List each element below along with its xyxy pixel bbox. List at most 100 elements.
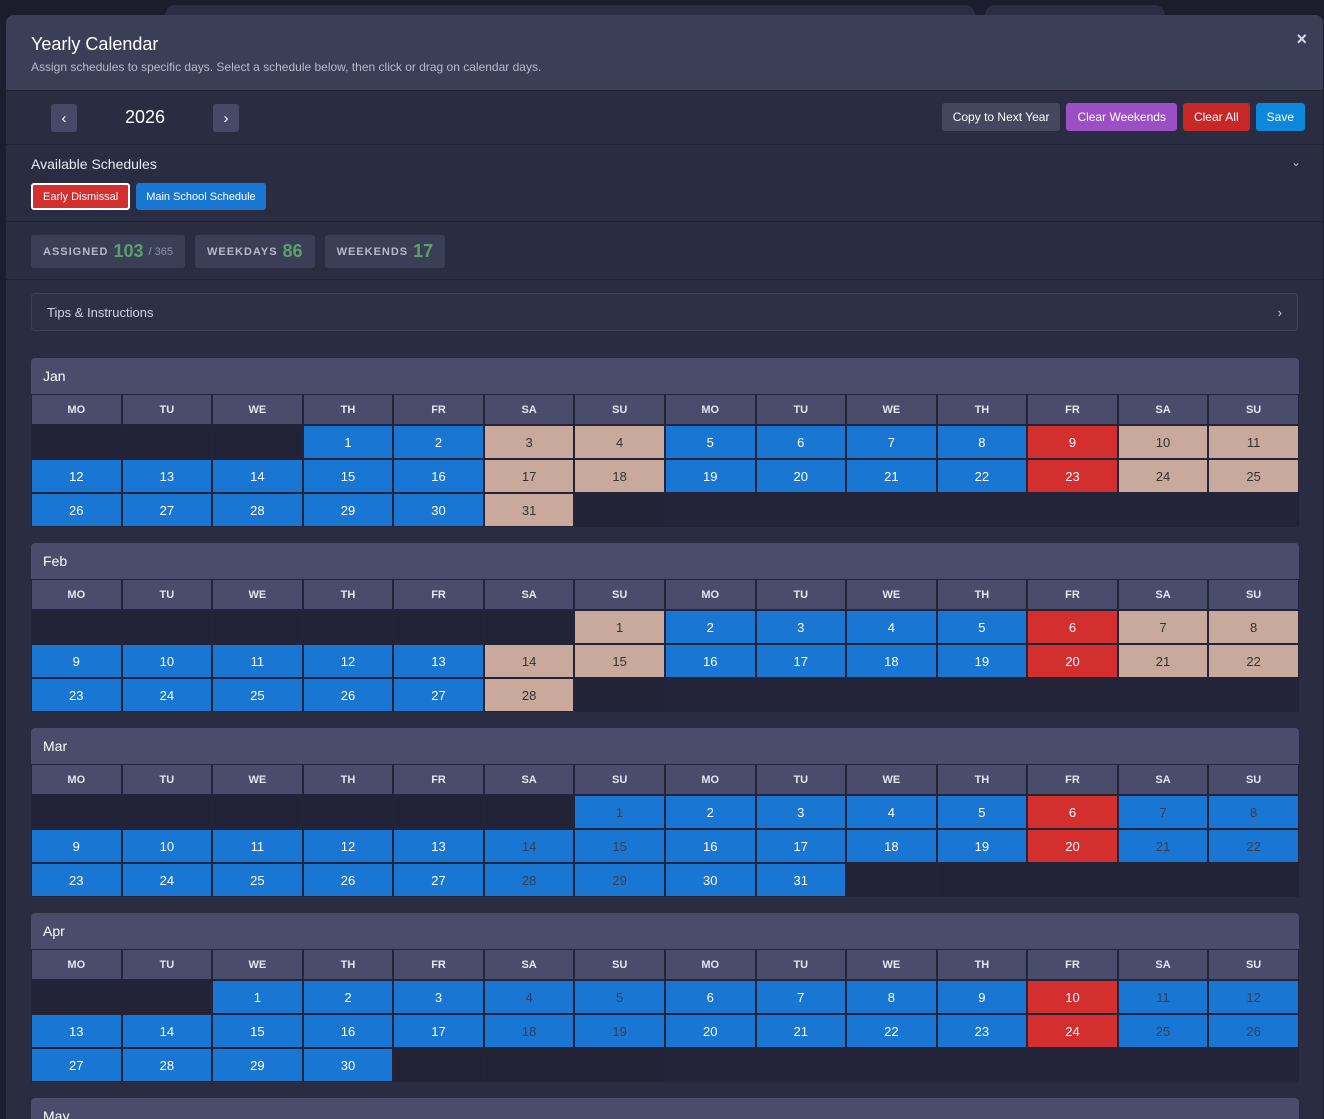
day-cell[interactable]: 18: [483, 1014, 575, 1048]
day-cell[interactable]: 29: [302, 493, 394, 527]
day-cell[interactable]: 11: [1117, 980, 1209, 1014]
day-cell[interactable]: 10: [1027, 980, 1118, 1014]
day-cell[interactable]: 3: [755, 795, 847, 829]
day-cell[interactable]: 31: [483, 493, 575, 527]
day-cell[interactable]: 27: [393, 863, 484, 897]
day-cell[interactable]: 1: [302, 425, 394, 459]
clear-weekends-button[interactable]: Clear Weekends: [1066, 103, 1177, 131]
day-cell[interactable]: 6: [664, 980, 756, 1014]
day-cell[interactable]: 17: [483, 459, 575, 493]
day-cell[interactable]: 24: [1117, 459, 1209, 493]
day-cell[interactable]: 16: [664, 829, 756, 863]
day-cell[interactable]: 12: [302, 829, 394, 863]
day-cell[interactable]: 19: [936, 644, 1028, 678]
day-cell[interactable]: 21: [1117, 829, 1209, 863]
day-cell[interactable]: 20: [664, 1014, 756, 1048]
day-cell[interactable]: 28: [212, 493, 303, 527]
day-cell[interactable]: 26: [1208, 1014, 1299, 1048]
day-cell[interactable]: 30: [664, 863, 756, 897]
day-cell[interactable]: 1: [574, 610, 665, 644]
day-cell[interactable]: 21: [1117, 644, 1209, 678]
day-cell[interactable]: 19: [936, 829, 1028, 863]
next-year-button[interactable]: ›: [213, 104, 239, 132]
day-cell[interactable]: 13: [393, 644, 484, 678]
day-cell[interactable]: 5: [936, 610, 1028, 644]
day-cell[interactable]: 14: [121, 1014, 213, 1048]
close-icon[interactable]: ×: [1296, 29, 1307, 49]
day-cell[interactable]: 6: [1027, 610, 1118, 644]
day-cell[interactable]: 22: [936, 459, 1028, 493]
day-cell[interactable]: 15: [574, 829, 665, 863]
day-cell[interactable]: 20: [1027, 829, 1118, 863]
day-cell[interactable]: 10: [1117, 425, 1209, 459]
day-cell[interactable]: 7: [1117, 610, 1209, 644]
day-cell[interactable]: 22: [1208, 644, 1299, 678]
day-cell[interactable]: 26: [302, 678, 394, 712]
day-cell[interactable]: 12: [1208, 980, 1299, 1014]
day-cell[interactable]: 12: [31, 459, 122, 493]
day-cell[interactable]: 25: [212, 863, 303, 897]
day-cell[interactable]: 17: [755, 644, 847, 678]
day-cell[interactable]: 18: [846, 829, 937, 863]
day-cell[interactable]: 17: [393, 1014, 484, 1048]
day-cell[interactable]: 8: [936, 425, 1028, 459]
day-cell[interactable]: 29: [212, 1048, 303, 1082]
day-cell[interactable]: 29: [574, 863, 665, 897]
copy-to-next-year-button[interactable]: Copy to Next Year: [941, 103, 1061, 131]
day-cell[interactable]: 5: [574, 980, 665, 1014]
day-cell[interactable]: 31: [755, 863, 847, 897]
day-cell[interactable]: 23: [31, 863, 122, 897]
day-cell[interactable]: 25: [1117, 1014, 1209, 1048]
tips-and-instructions-toggle[interactable]: Tips & Instructions ›: [31, 293, 1298, 331]
day-cell[interactable]: 30: [393, 493, 484, 527]
day-cell[interactable]: 13: [31, 1014, 122, 1048]
day-cell[interactable]: 13: [393, 829, 484, 863]
day-cell[interactable]: 8: [846, 980, 937, 1014]
day-cell[interactable]: 15: [302, 459, 394, 493]
day-cell[interactable]: 25: [212, 678, 303, 712]
day-cell[interactable]: 4: [574, 425, 665, 459]
day-cell[interactable]: 30: [302, 1048, 394, 1082]
day-cell[interactable]: 24: [121, 678, 213, 712]
day-cell[interactable]: 11: [212, 829, 303, 863]
clear-all-button[interactable]: Clear All: [1182, 103, 1250, 131]
day-cell[interactable]: 19: [574, 1014, 665, 1048]
schedule-chip-early-dismissal[interactable]: Early Dismissal: [31, 183, 131, 210]
day-cell[interactable]: 13: [121, 459, 213, 493]
chevron-down-icon[interactable]: ⌄: [1290, 155, 1301, 169]
day-cell[interactable]: 16: [302, 1014, 394, 1048]
day-cell[interactable]: 20: [755, 459, 847, 493]
day-cell[interactable]: 25: [1208, 459, 1299, 493]
day-cell[interactable]: 6: [755, 425, 847, 459]
day-cell[interactable]: 2: [664, 795, 756, 829]
day-cell[interactable]: 28: [483, 678, 575, 712]
day-cell[interactable]: 27: [121, 493, 213, 527]
day-cell[interactable]: 9: [936, 980, 1028, 1014]
day-cell[interactable]: 12: [302, 644, 394, 678]
day-cell[interactable]: 11: [1208, 425, 1299, 459]
day-cell[interactable]: 28: [121, 1048, 213, 1082]
prev-year-button[interactable]: ‹: [51, 104, 77, 132]
day-cell[interactable]: 4: [846, 795, 937, 829]
day-cell[interactable]: 7: [846, 425, 937, 459]
day-cell[interactable]: 20: [1027, 644, 1118, 678]
day-cell[interactable]: 26: [302, 863, 394, 897]
day-cell[interactable]: 2: [302, 980, 394, 1014]
day-cell[interactable]: 3: [483, 425, 575, 459]
day-cell[interactable]: 24: [121, 863, 213, 897]
day-cell[interactable]: 19: [664, 459, 756, 493]
day-cell[interactable]: 8: [1208, 795, 1299, 829]
day-cell[interactable]: 4: [846, 610, 937, 644]
day-cell[interactable]: 10: [121, 644, 213, 678]
save-button[interactable]: Save: [1255, 103, 1305, 131]
day-cell[interactable]: 3: [755, 610, 847, 644]
day-cell[interactable]: 22: [1208, 829, 1299, 863]
day-cell[interactable]: 11: [212, 644, 303, 678]
day-cell[interactable]: 27: [393, 678, 484, 712]
day-cell[interactable]: 15: [574, 644, 665, 678]
day-cell[interactable]: 17: [755, 829, 847, 863]
day-cell[interactable]: 18: [846, 644, 937, 678]
day-cell[interactable]: 14: [483, 829, 575, 863]
day-cell[interactable]: 27: [31, 1048, 122, 1082]
day-cell[interactable]: 8: [1208, 610, 1299, 644]
